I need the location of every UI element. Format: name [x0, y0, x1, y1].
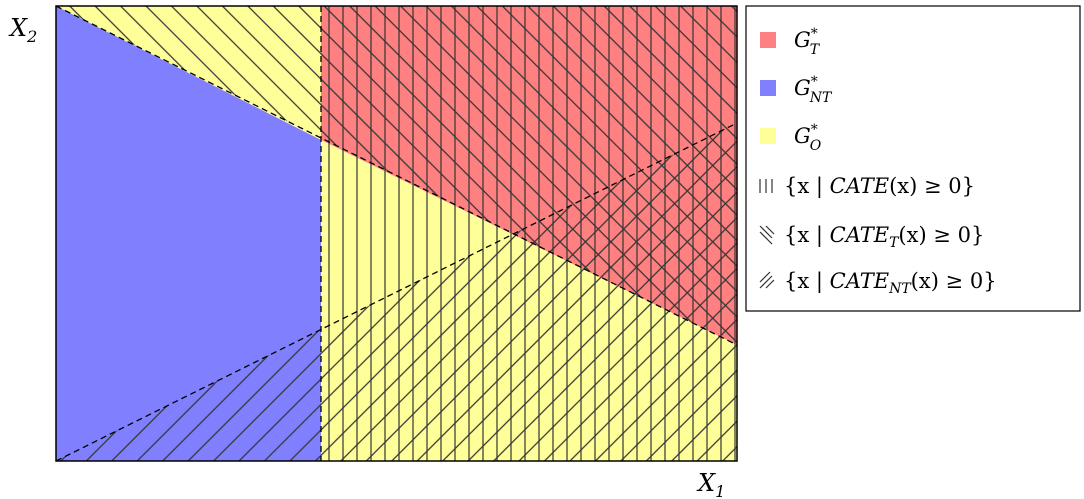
boundary-descending [56, 6, 737, 346]
legend-label-g-o: G* O [794, 122, 822, 154]
legend-hatch-icon-vertical [759, 179, 773, 193]
legend-label-g-t: G* T [794, 26, 821, 58]
legend-hatch-icon-backslash [759, 225, 775, 245]
legend-hatch-icon-slash [759, 271, 775, 289]
legend-label-cate: {x | CATE(x) ≥ 0} [784, 174, 975, 199]
x-axis-label: X1 [696, 469, 725, 499]
legend-swatch-not-treated [760, 80, 776, 96]
y-axis-label: X2 [8, 14, 37, 46]
boundary-ascending [56, 122, 737, 461]
legend-label-cate-nt: {x | CATENT(x) ≥ 0} [784, 269, 997, 297]
legend-label-g-nt: G* NT [794, 74, 833, 106]
legend-swatch-treated [760, 32, 776, 48]
legend-swatch-other [760, 128, 776, 144]
region-not-treated [56, 6, 321, 461]
legend-frame [745, 5, 1081, 312]
legend: G* T G* NT G* O {x | CATE(x) ≥ 0} {x | CATE [745, 5, 1081, 312]
legend-label-cate-t: {x | CATET(x) ≥ 0} [784, 223, 984, 251]
plot-frame [55, 5, 738, 462]
